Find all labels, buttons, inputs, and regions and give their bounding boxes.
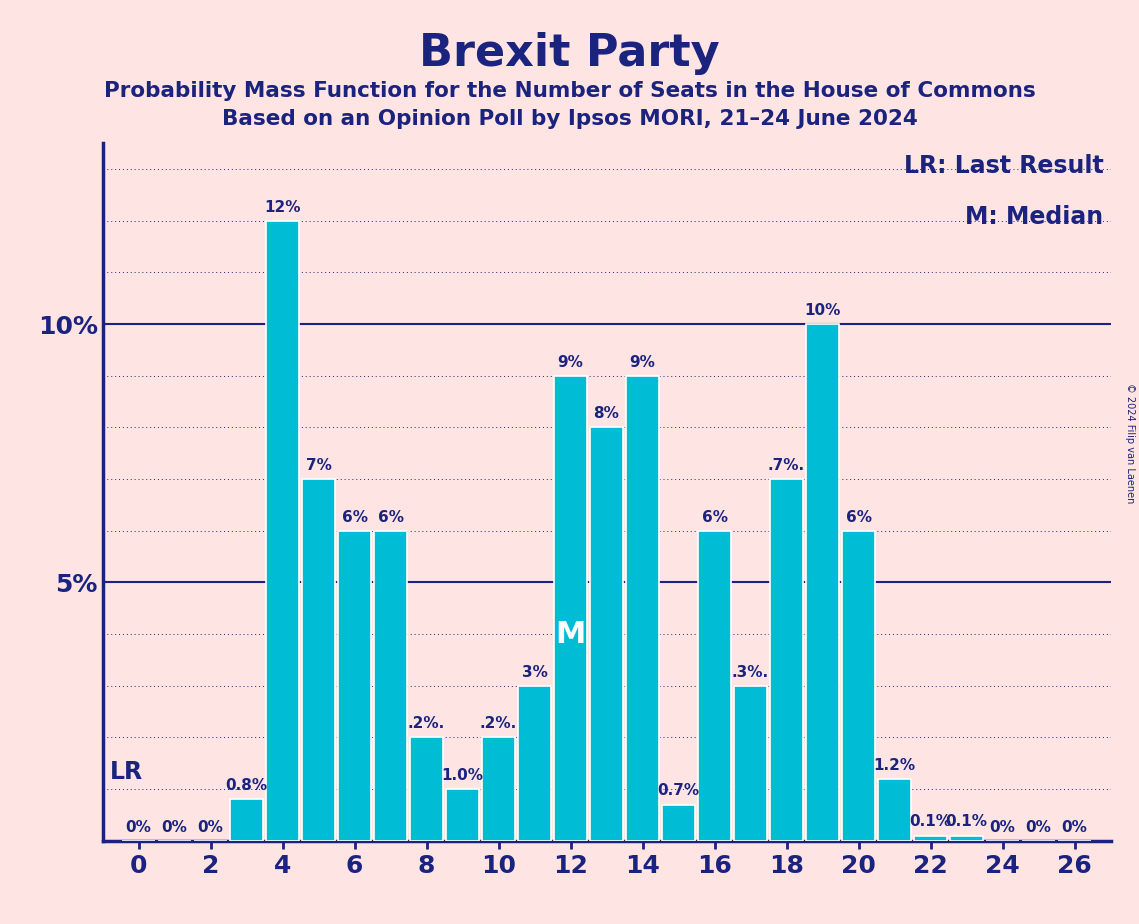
Text: © 2024 Filip van Laenen: © 2024 Filip van Laenen: [1125, 383, 1134, 504]
Text: .7%.: .7%.: [768, 458, 805, 473]
Text: 10%: 10%: [804, 303, 841, 318]
Bar: [590, 428, 623, 841]
Text: 3%: 3%: [522, 664, 548, 680]
Text: 9%: 9%: [630, 355, 655, 370]
Text: 7%: 7%: [305, 458, 331, 473]
Text: 6%: 6%: [377, 509, 403, 525]
Bar: [265, 221, 300, 841]
Bar: [302, 480, 335, 841]
Text: Brexit Party: Brexit Party: [419, 32, 720, 76]
Text: 0.1%: 0.1%: [910, 814, 951, 830]
Text: 9%: 9%: [558, 355, 583, 370]
Text: 0%: 0%: [1025, 820, 1051, 834]
Bar: [950, 835, 983, 841]
Bar: [374, 530, 407, 841]
Bar: [842, 530, 875, 841]
Text: 0%: 0%: [162, 820, 188, 834]
Text: 6%: 6%: [702, 509, 728, 525]
Text: 12%: 12%: [264, 200, 301, 214]
Text: LR: LR: [109, 760, 142, 784]
Text: 0%: 0%: [125, 820, 151, 834]
Bar: [626, 376, 659, 841]
Bar: [698, 530, 731, 841]
Text: 0.7%: 0.7%: [657, 784, 699, 798]
Text: 0.8%: 0.8%: [226, 778, 268, 794]
Bar: [662, 805, 695, 841]
Bar: [554, 376, 587, 841]
Bar: [410, 737, 443, 841]
Bar: [446, 789, 480, 841]
Bar: [734, 686, 767, 841]
Text: M: Median: M: Median: [965, 205, 1104, 229]
Text: 0%: 0%: [990, 820, 1016, 834]
Text: 8%: 8%: [593, 407, 620, 421]
Text: 0%: 0%: [1062, 820, 1088, 834]
Bar: [338, 530, 371, 841]
Text: Based on an Opinion Poll by Ipsos MORI, 21–24 June 2024: Based on an Opinion Poll by Ipsos MORI, …: [222, 109, 917, 129]
Text: 1.0%: 1.0%: [442, 768, 484, 783]
Text: 6%: 6%: [342, 509, 368, 525]
Text: 1.2%: 1.2%: [874, 758, 916, 772]
Text: .2%.: .2%.: [408, 716, 445, 731]
Bar: [518, 686, 551, 841]
Text: 6%: 6%: [845, 509, 871, 525]
Text: 0.1%: 0.1%: [945, 814, 988, 830]
Bar: [230, 799, 263, 841]
Bar: [482, 737, 515, 841]
Bar: [770, 480, 803, 841]
Bar: [913, 835, 948, 841]
Text: Probability Mass Function for the Number of Seats in the House of Commons: Probability Mass Function for the Number…: [104, 81, 1035, 102]
Text: LR: Last Result: LR: Last Result: [903, 153, 1104, 177]
Text: 0%: 0%: [197, 820, 223, 834]
Bar: [806, 324, 839, 841]
Text: .2%.: .2%.: [480, 716, 517, 731]
Text: M: M: [556, 620, 585, 649]
Bar: [878, 779, 911, 841]
Text: .3%.: .3%.: [732, 664, 769, 680]
